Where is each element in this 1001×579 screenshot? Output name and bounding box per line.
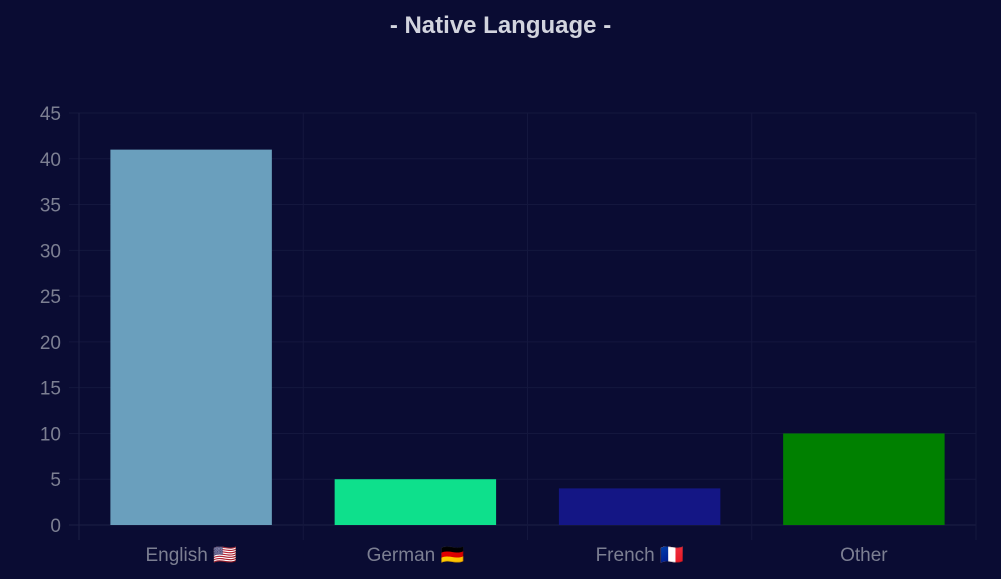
x-category-label-3: Other [840,545,888,566]
y-tick-label-30: 30 [40,241,61,262]
bars-layer [110,149,945,525]
y-tick-label-15: 15 [40,379,61,400]
y-tick-label-0: 0 [50,516,61,537]
bar-1 [334,479,497,525]
y-tick-label-40: 40 [40,150,61,171]
bar-2 [558,488,721,525]
y-tick-label-45: 45 [40,104,61,125]
y-tick-label-20: 20 [40,333,61,354]
bar-3 [783,433,945,525]
y-tick-label-5: 5 [50,470,61,491]
y-tick-label-10: 10 [40,424,61,445]
y-tick-label-35: 35 [40,196,61,217]
x-category-label-1: German 🇩🇪 [367,544,465,566]
y-axis-ticks: 0 5 10 15 20 25 30 35 40 45 [40,104,61,537]
x-category-label-0: English 🇺🇸 [145,544,237,566]
y-tick-label-25: 25 [40,287,61,308]
x-axis-labels: English 🇺🇸 German 🇩🇪 French 🇫🇷 Other [145,544,888,566]
bar-0 [110,149,272,525]
x-category-label-2: French 🇫🇷 [596,544,684,566]
chart-title: - Native Language - [389,12,612,39]
